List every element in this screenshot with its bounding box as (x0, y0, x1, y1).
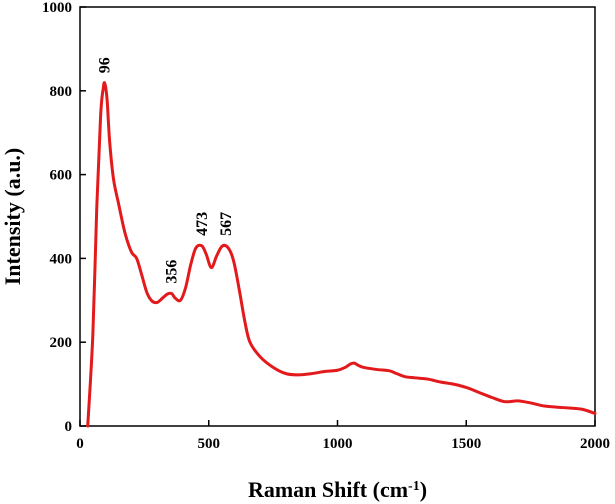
peak-label: 567 (218, 212, 235, 236)
peak-annotations: 96 356 473 567 (97, 57, 235, 283)
y-tick-label: 800 (50, 84, 73, 100)
y-tick-label: 1000 (42, 0, 72, 16)
peak-label: 356 (164, 260, 181, 284)
x-tick-label: 500 (198, 436, 221, 452)
x-tick-label: 0 (76, 436, 84, 452)
plot-frame (79, 6, 596, 427)
x-axis-ticks: 0 500 1000 1500 2000 (76, 420, 610, 452)
x-axis-title-main: Raman Shift (cm (248, 477, 408, 502)
x-tick-label: 2000 (580, 436, 610, 452)
spectrum-line (86, 81, 597, 428)
plot-area: 0 500 1000 1500 2000 0 200 400 600 800 1000 96 356… (42, 0, 610, 452)
x-axis-title-close: ) (420, 477, 427, 502)
y-tick-label: 200 (50, 335, 73, 351)
x-tick-label: 1500 (451, 436, 481, 452)
y-axis-ticks: 0 200 400 600 800 1000 (42, 0, 86, 435)
x-axis-title: Raman Shift (cm-1) (248, 477, 427, 502)
y-tick-label: 600 (50, 168, 73, 184)
x-tick-label: 1000 (323, 436, 353, 452)
y-tick-label: 400 (50, 251, 73, 267)
y-axis-title: Intensity (a.u.) (0, 148, 25, 286)
peak-label: 473 (194, 212, 211, 236)
x-axis-title-superscript: -1 (408, 479, 420, 494)
peak-label: 96 (97, 57, 114, 73)
y-tick-label: 0 (65, 419, 73, 435)
